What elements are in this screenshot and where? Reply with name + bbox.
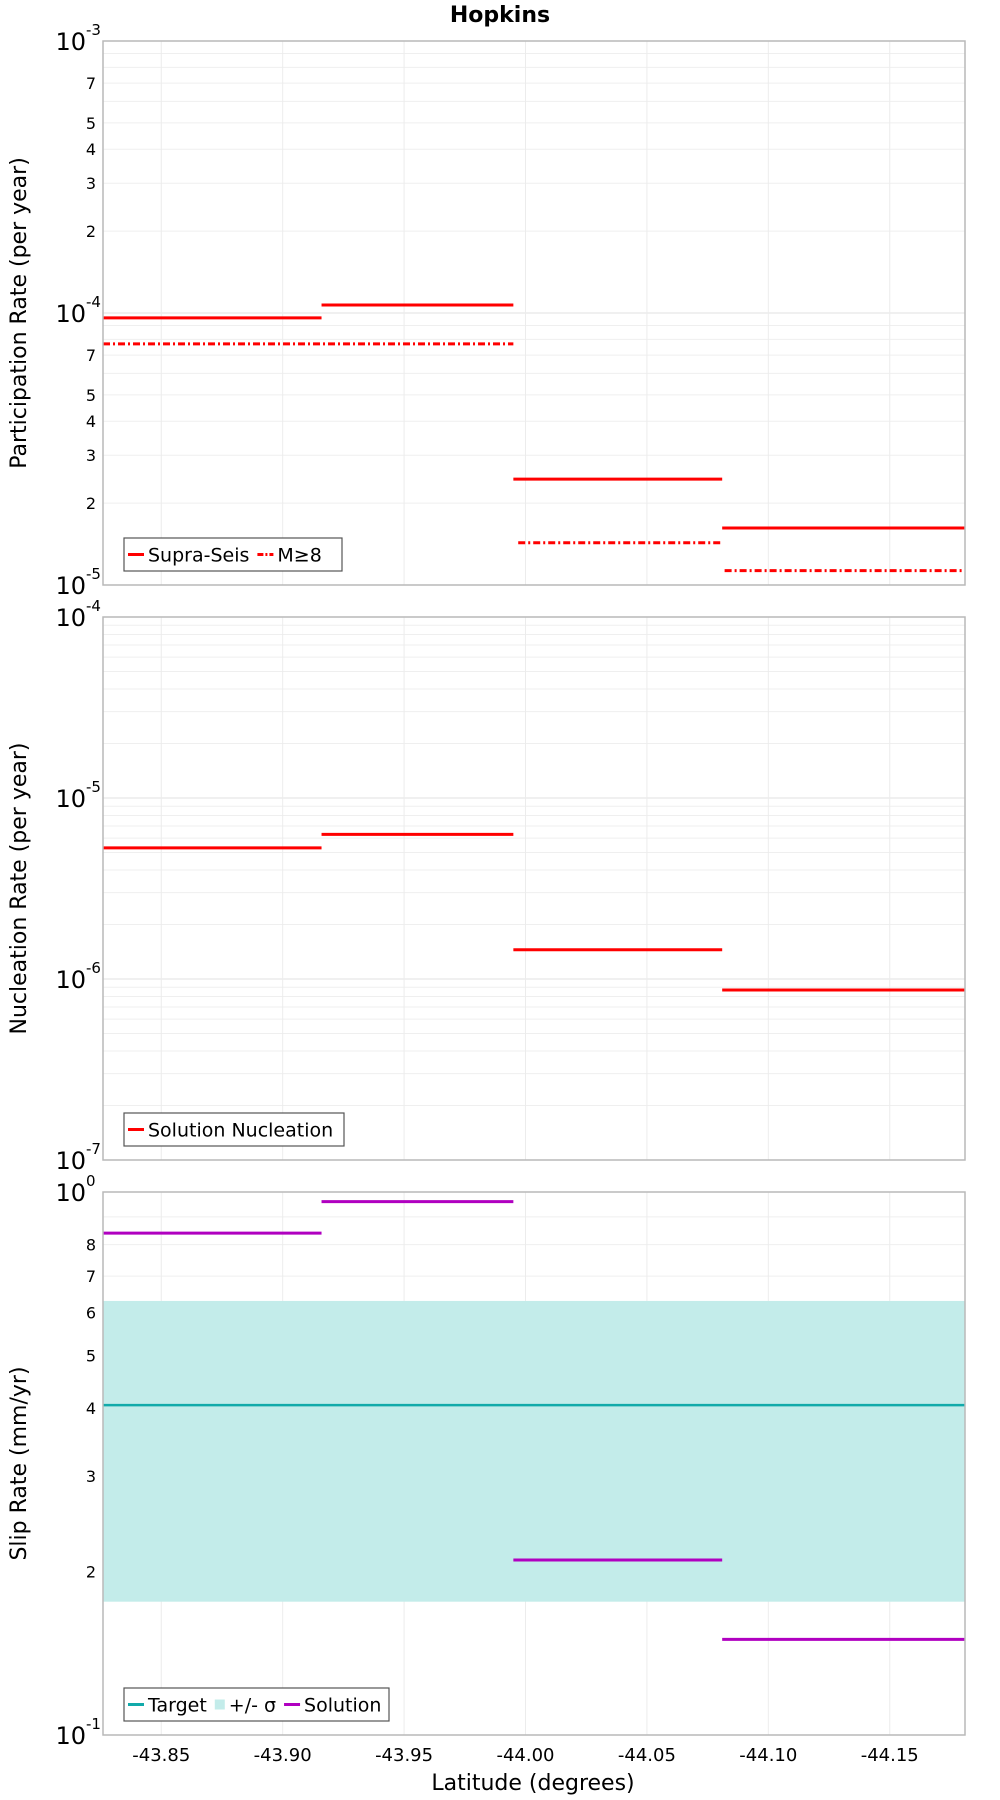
legend: Supra-Seis M≥8 <box>123 537 343 572</box>
x-tick-label: -44.05 <box>618 1745 676 1766</box>
legend-box <box>123 537 343 572</box>
legend-label: M≥8 <box>277 545 321 567</box>
y-tick-major-label: 10 <box>55 28 86 56</box>
x-tick-label: -43.85 <box>132 1745 190 1766</box>
plot-frame <box>102 40 966 586</box>
legend-box <box>123 1112 345 1147</box>
legend-label: Solution <box>304 1695 381 1717</box>
plot-background <box>103 617 965 1160</box>
y-tick-minor-label: 4 <box>86 1399 96 1418</box>
x-tick-label: -43.90 <box>254 1745 312 1766</box>
y-tick-exponent: -4 <box>86 293 101 311</box>
y-axis-label: Slip Rate (mm/yr) <box>7 1366 32 1560</box>
x-tick-label: -43.95 <box>375 1745 433 1766</box>
legend-label: +/- σ <box>229 1695 276 1717</box>
legend: Solution Nucleation <box>123 1112 345 1147</box>
y-tick-major-label: 10 <box>55 1179 86 1207</box>
y-tick-major-label: 10 <box>55 785 86 813</box>
y-tick-minor-label: 3 <box>86 174 96 193</box>
y-tick-minor-label: 3 <box>86 1467 96 1486</box>
y-tick-major-label: 10 <box>55 572 86 600</box>
y-tick-minor-label: 2 <box>86 494 96 513</box>
legend: Target +/- σ Solution <box>123 1687 390 1722</box>
y-tick-minor-label: 4 <box>86 412 96 431</box>
y-tick-major-label: 10 <box>55 1147 86 1175</box>
y-tick-minor-label: 5 <box>86 114 96 133</box>
y-tick-minor-label: 5 <box>86 1346 96 1365</box>
y-tick-minor-label: 8 <box>86 1236 96 1255</box>
y-tick-exponent: -5 <box>86 778 101 796</box>
y-tick-exponent: -3 <box>86 21 101 39</box>
y-tick-minor-label: 7 <box>86 74 96 93</box>
y-tick-exponent: -6 <box>86 959 101 977</box>
y-tick-minor-label: 7 <box>86 346 96 365</box>
y-tick-minor-label: 4 <box>86 140 96 159</box>
y-tick-major-label: 10 <box>55 300 86 328</box>
y-tick-minor-label: 5 <box>86 386 96 405</box>
y-tick-exponent: -5 <box>86 565 101 583</box>
y-tick-minor-label: 3 <box>86 446 96 465</box>
legend-label: Solution Nucleation <box>148 1120 333 1142</box>
y-tick-minor-label: 6 <box>86 1303 96 1322</box>
y-tick-major-label: 10 <box>55 1722 86 1750</box>
x-axis-label: Latitude (degrees) <box>431 1771 634 1796</box>
y-tick-exponent: -1 <box>86 1715 101 1733</box>
legend-label: Target <box>147 1695 207 1717</box>
y-tick-major-label: 10 <box>55 966 86 994</box>
y-tick-exponent: 0 <box>86 1172 96 1190</box>
y-tick-exponent: -7 <box>86 1140 101 1158</box>
y-tick-minor-label: 7 <box>86 1267 96 1286</box>
y-tick-exponent: -4 <box>86 597 101 615</box>
y-axis-label: Participation Rate (per year) <box>7 157 32 469</box>
legend-swatch-sigma <box>214 1699 225 1710</box>
x-tick-label: -44.10 <box>739 1745 797 1766</box>
x-tick-label: -44.15 <box>861 1745 919 1766</box>
legend-box <box>123 1687 390 1722</box>
y-axis-label: Nucleation Rate (per year) <box>7 743 32 1035</box>
y-tick-major-label: 10 <box>55 604 86 632</box>
y-tick-minor-label: 2 <box>86 1563 96 1582</box>
legend-label: Supra-Seis <box>148 545 249 567</box>
x-tick-label: -44.00 <box>496 1745 554 1766</box>
chart-title: Hopkins <box>450 3 550 28</box>
plot-frame <box>102 616 966 1161</box>
sigma-band <box>103 1300 965 1602</box>
y-tick-minor-label: 2 <box>86 222 96 241</box>
plot-frame <box>102 1191 966 1736</box>
